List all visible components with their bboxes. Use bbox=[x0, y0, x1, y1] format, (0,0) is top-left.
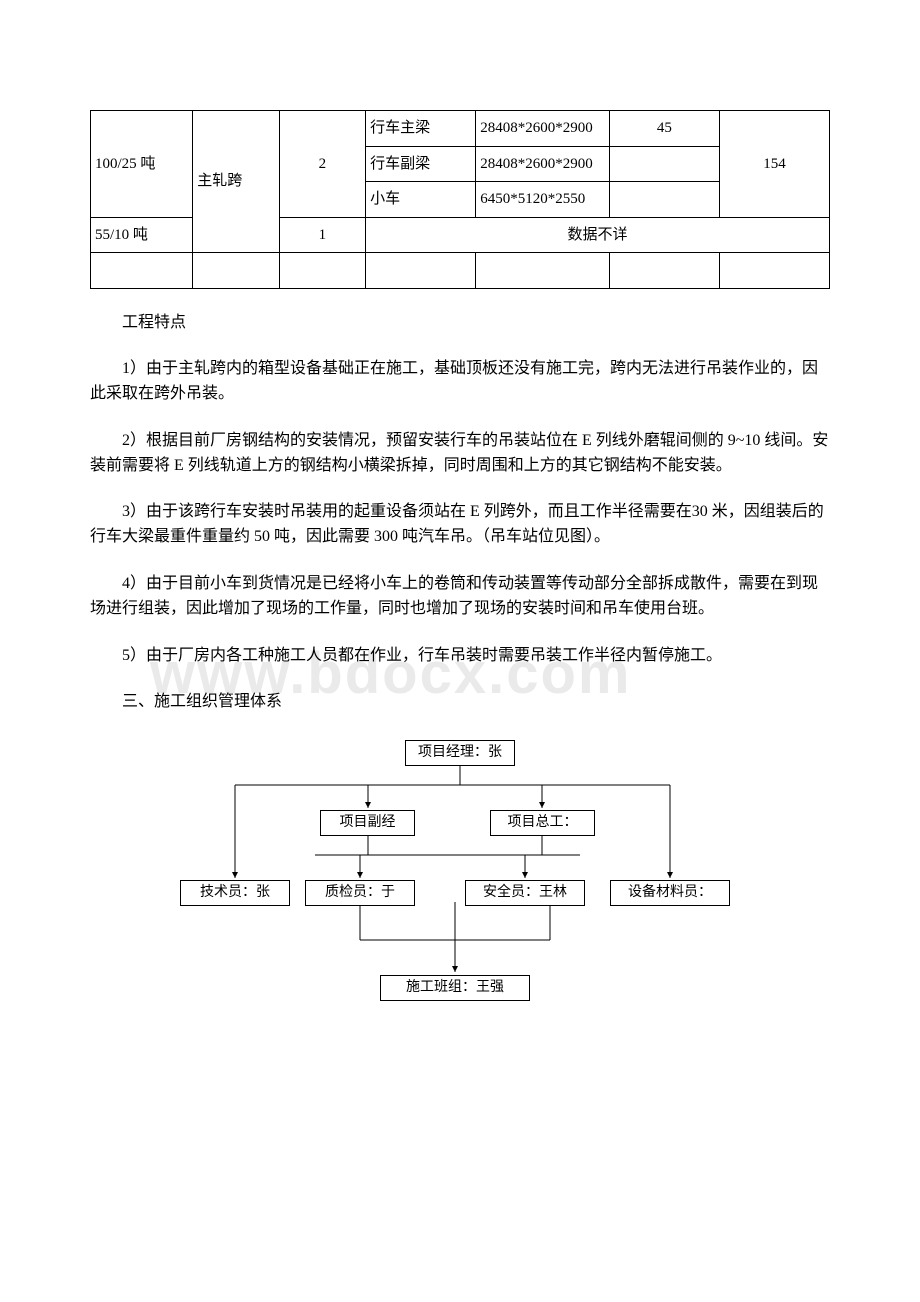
cell-model: 100/25 吨 bbox=[91, 111, 193, 218]
para-1: 1）由于主轧跨内的箱型设备基础正在施工，基础顶板还没有施工完，跨内无法进行吊装作… bbox=[90, 357, 830, 407]
para-6: 三、施工组织管理体系 bbox=[90, 690, 830, 715]
cell-weight: 45 bbox=[609, 111, 719, 147]
para-5: 5）由于厂房内各工种施工人员都在作业，行车吊装时需要吊装工作半径内暂停施工。 bbox=[90, 644, 830, 669]
spec-table-body: 100/25 吨 主轧跨 2 行车主梁 28408*2600*2900 45 1… bbox=[91, 111, 830, 289]
cell-part: 行车主梁 bbox=[366, 111, 476, 147]
table-row bbox=[91, 253, 830, 289]
cell-note: 数据不详 bbox=[366, 217, 830, 253]
org-node-material: 设备材料员： bbox=[610, 880, 730, 906]
cell-part: 行车副梁 bbox=[366, 146, 476, 182]
spec-table: 100/25 吨 主轧跨 2 行车主梁 28408*2600*2900 45 1… bbox=[90, 110, 830, 289]
cell-span: 主轧跨 bbox=[193, 111, 279, 253]
org-node-deputy: 项目副经 bbox=[320, 810, 415, 836]
org-node-tech: 技术员：张 bbox=[180, 880, 290, 906]
cell-dim: 6450*5120*2550 bbox=[476, 182, 610, 218]
cell-dim: 28408*2600*2900 bbox=[476, 146, 610, 182]
para-2: 2）根据目前厂房钢结构的安装情况，预留安装行车的吊装站位在 E 列线外磨辊间侧的… bbox=[90, 429, 830, 479]
org-node-manager: 项目经理：张 bbox=[405, 740, 515, 766]
org-node-safety: 安全员：王林 bbox=[465, 880, 585, 906]
cell-part: 小车 bbox=[366, 182, 476, 218]
cell-qty: 2 bbox=[279, 111, 365, 218]
cell-qty: 1 bbox=[279, 217, 365, 253]
cell-weight bbox=[609, 182, 719, 218]
org-node-chief: 项目总工： bbox=[490, 810, 595, 836]
cell-weight bbox=[609, 146, 719, 182]
para-heading: 工程特点 bbox=[90, 311, 830, 336]
cell-model: 55/10 吨 bbox=[91, 217, 193, 253]
para-3: 3）由于该跨行车安装时吊装用的起重设备须站在 E 列跨外，而且工作半径需要在30… bbox=[90, 500, 830, 550]
para-4: 4）由于目前小车到货情况是已经将小车上的卷筒和传动装置等传动部分全部拆成散件，需… bbox=[90, 572, 830, 622]
cell-total: 154 bbox=[719, 111, 829, 218]
org-chart: 项目经理：张 项目副经 项目总工： 技术员：张 质检员：于 安全员：王林 设备材… bbox=[180, 740, 740, 1020]
org-node-qc: 质检员：于 bbox=[305, 880, 415, 906]
table-row: 100/25 吨 主轧跨 2 行车主梁 28408*2600*2900 45 1… bbox=[91, 111, 830, 147]
cell-dim: 28408*2600*2900 bbox=[476, 111, 610, 147]
org-node-team: 施工班组：王强 bbox=[380, 975, 530, 1001]
